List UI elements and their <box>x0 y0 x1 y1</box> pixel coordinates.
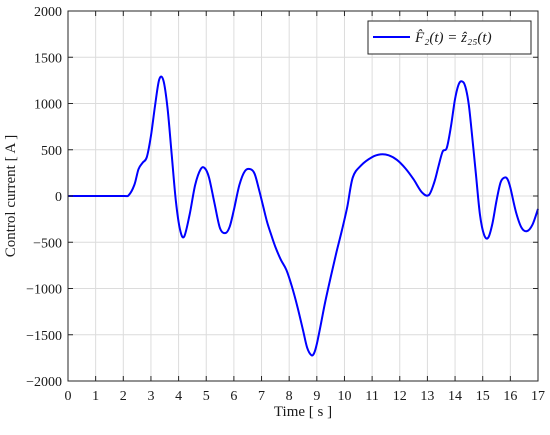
x-tick-label: 10 <box>337 389 351 404</box>
x-tick-label: 0 <box>65 389 72 404</box>
series-line-0 <box>68 75 539 357</box>
x-tick-label: 16 <box>503 389 517 404</box>
x-tick-label: 14 <box>448 389 462 404</box>
x-tick-label: 7 <box>258 389 265 404</box>
x-tick-label: 13 <box>420 389 434 404</box>
y-tick-label: −1500 <box>26 329 62 344</box>
x-tick-label: 8 <box>286 389 293 404</box>
y-tick-label: 2000 <box>34 5 62 20</box>
x-tick-label: 11 <box>365 389 378 404</box>
y-tick-label: 1500 <box>34 51 62 66</box>
x-tick-label: 3 <box>147 389 154 404</box>
x-axis-ticks: 0 1 2 3 4 5 6 7 8 9 10 11 12 13 14 15 16 17 <box>65 11 545 404</box>
y-tick-label: 1000 <box>34 98 62 113</box>
y-tick-label: 0 <box>55 190 62 205</box>
grid <box>67 10 539 382</box>
x-tick-label: 15 <box>476 389 490 404</box>
y-tick-label: 500 <box>41 144 62 159</box>
series-layer <box>68 75 539 357</box>
x-axis-title: Time [ s ] <box>274 404 332 420</box>
x-tick-label: 1 <box>92 389 99 404</box>
x-tick-label: 4 <box>175 389 182 404</box>
legend: F̂₂(t) = ẑ₂₅(t) <box>367 20 532 55</box>
y-axis-ticks: 2000 1500 1000 500 0 −500 −1000 −1500 −2000 <box>26 5 538 390</box>
y-tick-label: −2000 <box>26 375 62 390</box>
x-tick-label: 9 <box>313 389 320 404</box>
x-tick-label: 17 <box>531 389 545 404</box>
x-tick-label: 6 <box>230 389 237 404</box>
y-tick-label: −500 <box>33 236 62 251</box>
x-tick-label: 2 <box>120 389 127 404</box>
legend-label: F̂₂(t) = ẑ₂₅(t) <box>414 30 492 46</box>
x-tick-label: 5 <box>203 389 210 404</box>
y-axis-title: Control current [ A ] <box>3 135 19 257</box>
x-tick-label: 12 <box>393 389 407 404</box>
y-tick-label: −1000 <box>26 283 62 298</box>
